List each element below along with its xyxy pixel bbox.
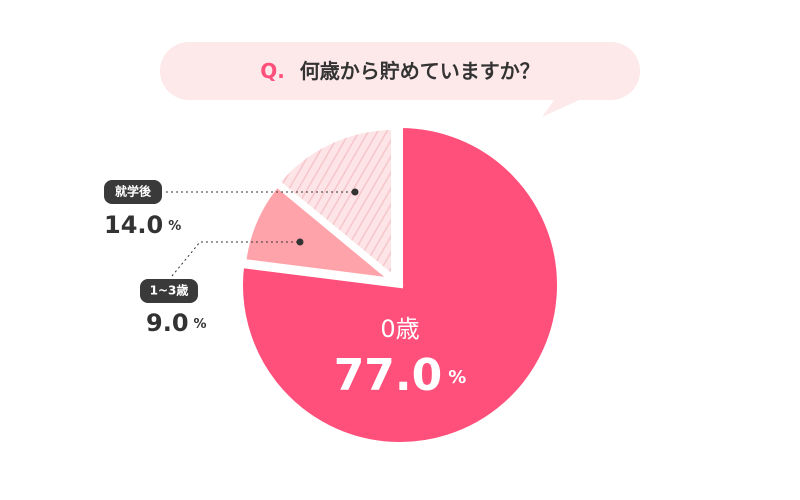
- category-label: 就学後: [115, 184, 152, 199]
- value-number: 9.0: [146, 309, 189, 337]
- value-label: 14.0%: [104, 211, 181, 239]
- leader-dot: [296, 238, 304, 246]
- slice-label: 0歳: [380, 315, 419, 343]
- leader-dot: [351, 188, 359, 196]
- value-label: 77.0%: [334, 350, 467, 401]
- value-number: 77.0: [334, 350, 443, 401]
- label-pill: [104, 180, 162, 204]
- pie-slice: [239, 179, 404, 286]
- category-label: 1~3歳: [150, 283, 189, 298]
- label-pill: [140, 279, 198, 303]
- value-unit: %: [194, 317, 207, 332]
- speech-bubble: [160, 42, 640, 117]
- chart-title: Q. 何歳から貯めていますか？: [260, 59, 540, 83]
- value-label: 9.0%: [146, 309, 207, 337]
- title-text: 何歳から貯めていますか？: [300, 59, 540, 83]
- pie-slice: [237, 121, 563, 448]
- leader-line: [171, 241, 300, 277]
- title-prefix: Q.: [260, 59, 285, 83]
- value-number: 14.0: [104, 211, 163, 239]
- value-unit: %: [168, 219, 181, 234]
- value-unit: %: [448, 367, 466, 388]
- pie-slice: [272, 123, 397, 286]
